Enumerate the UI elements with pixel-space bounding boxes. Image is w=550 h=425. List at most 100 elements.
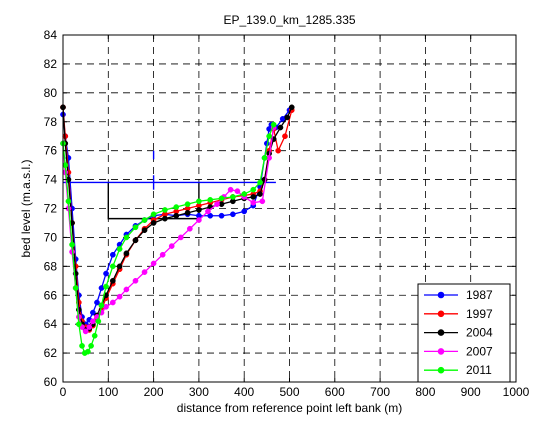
data-point-2004 (250, 194, 257, 200)
x-tick-label: 500 (279, 385, 299, 399)
data-point-2004 (150, 220, 157, 226)
x-tick-label: 300 (189, 385, 209, 399)
y-tick-label: 70 (44, 230, 58, 244)
y-tick-label: 60 (44, 375, 58, 389)
data-point-2011 (207, 196, 214, 203)
data-point-2011 (270, 121, 277, 128)
data-point-1997 (275, 147, 282, 154)
data-point-2011 (266, 133, 272, 140)
y-tick-label: 80 (44, 86, 58, 100)
data-point-2011 (196, 198, 202, 205)
y-axis-label: bed level (m.a.s.l.) (19, 159, 33, 257)
data-point-1987 (90, 309, 96, 316)
data-point-2011 (173, 204, 180, 210)
axis-ticks: 0 100 200 300 400 500 600 700 800 900 1000 60 62 64 66… (44, 28, 530, 399)
data-point-2004 (109, 277, 116, 284)
y-tick-label: 72 (44, 202, 58, 216)
data-point-2007 (159, 251, 166, 258)
data-point-2011 (218, 195, 225, 202)
x-tick-label: 700 (370, 385, 390, 399)
data-point-2007 (196, 217, 202, 223)
legend-label-2011: 2011 (466, 363, 492, 377)
data-point-2011 (85, 348, 91, 355)
data-point-2004 (123, 250, 130, 257)
data-point-2011 (162, 207, 168, 213)
data-point-2007 (82, 328, 89, 335)
data-point-2007 (214, 201, 220, 208)
data-point-2007 (109, 299, 116, 306)
data-point-2011 (65, 198, 72, 205)
data-point-2007 (177, 234, 184, 241)
data-point-2011 (184, 201, 191, 208)
x-tick-label: 200 (144, 385, 164, 399)
data-point-2007 (90, 318, 96, 325)
legend-label-2004: 2004 (466, 326, 493, 340)
legend: 1987 1997 2004 2007 2011 (417, 283, 511, 383)
data-point-2011 (230, 194, 236, 200)
x-tick-label: 0 (60, 385, 67, 399)
data-point-2004 (277, 124, 284, 131)
x-tick-label: 1000 (503, 385, 530, 399)
data-point-2011 (116, 246, 123, 252)
data-point-2007 (234, 188, 241, 194)
data-point-2004 (257, 191, 263, 197)
data-point-1987 (103, 270, 109, 277)
data-point-2011 (141, 217, 148, 223)
y-tick-label: 62 (44, 346, 58, 360)
x-tick-label: 400 (234, 385, 254, 399)
data-point-2011 (88, 343, 94, 349)
chart-title: EP_139.0_km_1285.335 (223, 13, 355, 27)
data-point-1987 (109, 251, 116, 258)
legend-swatch-marker (437, 348, 445, 355)
y-tick-label: 68 (44, 259, 58, 273)
y-tick-label: 66 (44, 288, 58, 302)
data-point-1987 (207, 212, 214, 219)
data-point-2007 (168, 243, 175, 249)
y-tick-label: 84 (44, 28, 58, 42)
data-point-2004 (162, 215, 168, 222)
data-point-2007 (123, 286, 130, 293)
data-point-2007 (141, 269, 148, 275)
data-point-2011 (69, 241, 75, 248)
data-point-2011 (257, 179, 263, 186)
legend-label-1987: 1987 (466, 288, 493, 302)
data-point-2011 (123, 234, 130, 241)
data-point-2011 (103, 283, 109, 290)
x-tick-label: 100 (98, 385, 118, 399)
data-point-2011 (72, 285, 79, 291)
legend-swatch-marker (437, 291, 445, 299)
data-point-1987 (230, 211, 236, 218)
data-point-2004 (132, 237, 139, 244)
data-point-1987 (218, 212, 225, 219)
data-point-2011 (76, 321, 82, 328)
x-tick-label: 800 (415, 385, 435, 399)
data-point-2004 (184, 209, 191, 216)
data-point-2007 (186, 225, 193, 232)
data-point-2004 (141, 227, 148, 234)
data-point-2011 (261, 155, 268, 161)
legend-label-1997: 1997 (466, 307, 493, 321)
data-point-1987 (241, 208, 248, 215)
x-axis-label: distance from reference point left bank … (177, 401, 402, 415)
series-2011 (60, 121, 277, 356)
y-tick-label: 64 (44, 317, 58, 331)
data-point-2007 (227, 186, 234, 193)
data-point-2011 (95, 318, 102, 325)
x-tick-label: 900 (461, 385, 481, 399)
data-point-2007 (132, 277, 139, 284)
data-point-2011 (250, 186, 257, 193)
series-layer (60, 104, 295, 356)
legend-swatch-marker (437, 310, 445, 318)
data-point-2007 (86, 324, 93, 330)
data-point-2004 (196, 207, 202, 213)
data-point-2011 (132, 224, 139, 231)
data-point-2004 (284, 114, 291, 121)
data-point-1987 (94, 299, 100, 306)
data-point-2011 (150, 211, 157, 218)
data-point-1997 (282, 133, 288, 140)
data-point-2004 (288, 104, 295, 111)
y-tick-label: 78 (44, 115, 58, 129)
data-point-2004 (116, 263, 123, 270)
